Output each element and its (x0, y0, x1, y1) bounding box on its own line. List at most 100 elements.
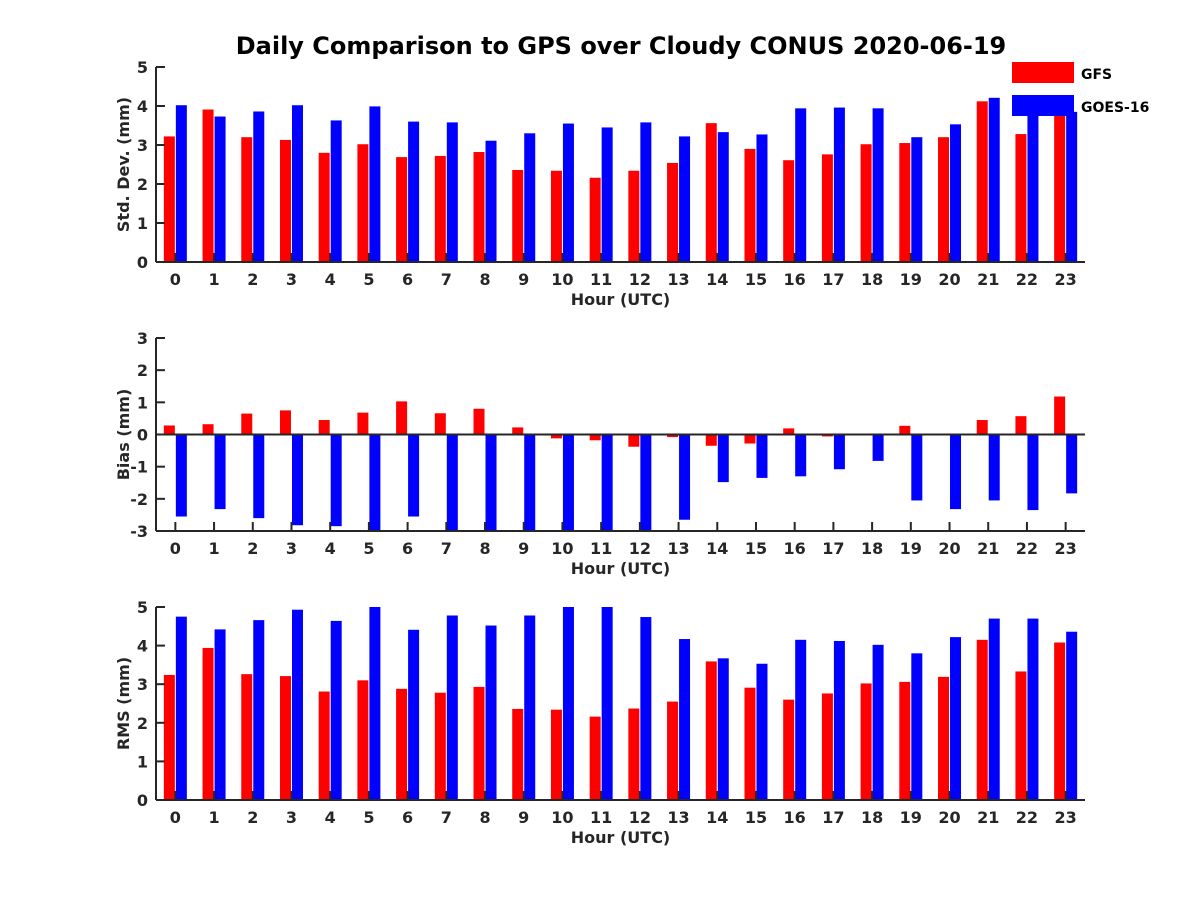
bias-xtick-label: 12 (629, 539, 651, 558)
stddev-bar-goes16-18 (872, 108, 884, 262)
stddev-bar-goes16-5 (369, 106, 381, 262)
bias-ylabel: Bias (mm) (114, 389, 133, 481)
bias-bar-gfs-3 (279, 410, 291, 435)
bias-bar-goes16-21 (988, 434, 1000, 501)
bias-bar-goes16-11 (601, 434, 613, 531)
stddev-bar-goes16-13 (679, 136, 691, 262)
rms-bar-gfs-17 (821, 693, 833, 800)
rms-bar-gfs-20 (938, 676, 950, 800)
stddev-bar-gfs-15 (744, 148, 756, 262)
rms-xtick-label: 7 (441, 808, 452, 827)
rms-bar-gfs-22 (1015, 671, 1027, 800)
rms-bar-goes16-18 (872, 644, 884, 800)
stddev-bar-goes16-23 (1066, 111, 1078, 262)
bias-bar-goes16-3 (291, 434, 303, 526)
stddev-bar-goes16-8 (485, 140, 497, 262)
rms-bar-gfs-3 (279, 676, 291, 800)
bias-xtick-label: 23 (1055, 539, 1077, 558)
stddev-bar-gfs-19 (899, 143, 911, 262)
bias-bar-goes16-5 (369, 434, 381, 531)
bias-bar-gfs-23 (1054, 396, 1066, 435)
stddev-bar-gfs-18 (860, 144, 872, 262)
rms-xtick-label: 13 (667, 808, 689, 827)
rms-bar-goes16-6 (408, 629, 420, 800)
legend-label-gfs: GFS (1081, 67, 1112, 83)
rms-bar-goes16-0 (175, 616, 187, 800)
rms-bar-goes16-7 (446, 615, 458, 800)
stddev-xtick-label: 12 (629, 270, 651, 289)
rms-bar-goes16-21 (988, 618, 1000, 800)
stddev-xtick-label: 15 (745, 270, 767, 289)
bias-ytick-label: -1 (130, 458, 148, 477)
bias-xtick-label: 7 (441, 539, 452, 558)
stddev-ytick-label: 2 (137, 175, 148, 194)
stddev-bar-gfs-3 (279, 139, 291, 262)
rms-bar-gfs-8 (473, 686, 485, 800)
rms-bar-goes16-15 (756, 663, 768, 800)
rms-xtick-label: 19 (900, 808, 922, 827)
bias-xtick-label: 15 (745, 539, 767, 558)
rms-ytick-label: 3 (137, 675, 148, 694)
rms-bar-goes16-8 (485, 625, 497, 800)
rms-bar-goes16-22 (1027, 618, 1039, 800)
stddev-bar-gfs-23 (1054, 109, 1066, 263)
stddev-xtick-label: 16 (784, 270, 806, 289)
bias-bar-goes16-23 (1066, 434, 1078, 494)
bias-bar-goes16-17 (833, 434, 845, 470)
bias-xtick-label: 20 (938, 539, 960, 558)
stddev-bar-gfs-16 (783, 160, 795, 262)
rms-xtick-label: 5 (363, 808, 374, 827)
bias-ytick-label: 1 (137, 393, 148, 412)
rms-xtick-label: 20 (938, 808, 960, 827)
bias-bar-goes16-0 (175, 434, 187, 517)
stddev-xtick-label: 2 (247, 270, 258, 289)
bias-bar-goes16-13 (679, 434, 691, 520)
rms-bar-goes16-17 (833, 640, 845, 800)
stddev-bar-goes16-20 (950, 124, 962, 262)
stddev-bar-goes16-0 (175, 105, 187, 262)
bias-xlabel: Hour (UTC) (571, 559, 671, 578)
stddev-ytick-label: 1 (137, 214, 148, 233)
stddev-ytick-label: 5 (137, 58, 148, 77)
bias-xtick-label: 21 (977, 539, 999, 558)
bias-xtick-label: 22 (1016, 539, 1038, 558)
rms-xtick-label: 3 (286, 808, 297, 827)
bias-ytick-label: 2 (137, 361, 148, 380)
bias-bar-gfs-19 (899, 425, 911, 435)
rms-bar-gfs-6 (396, 688, 408, 800)
rms-bar-gfs-19 (899, 681, 911, 800)
bias-xtick-label: 17 (822, 539, 844, 558)
rms-bar-goes16-19 (911, 653, 923, 800)
stddev-bar-gfs-10 (550, 170, 562, 262)
rms-bar-goes16-11 (601, 607, 613, 800)
bias-xtick-label: 8 (479, 539, 490, 558)
stddev-bar-goes16-21 (988, 97, 1000, 262)
bias-xtick-label: 18 (861, 539, 883, 558)
rms-xtick-label: 12 (629, 808, 651, 827)
stddev-bar-gfs-6 (396, 157, 408, 262)
chart-title: Daily Comparison to GPS over Cloudy CONU… (236, 32, 1007, 60)
stddev-bar-goes16-2 (253, 111, 265, 263)
stddev-bar-gfs-4 (318, 152, 330, 262)
bias-bar-goes16-14 (717, 434, 729, 483)
bias-ytick-label: -2 (130, 490, 148, 509)
stddev-bar-gfs-5 (357, 144, 369, 262)
bias-bar-gfs-14 (705, 434, 717, 446)
bias-bar-goes16-2 (253, 434, 265, 519)
stddev-bar-gfs-14 (705, 123, 717, 262)
stddev-bar-gfs-20 (938, 137, 950, 262)
rms-bar-gfs-12 (628, 708, 640, 800)
legend: GFS GOES-16 (1012, 62, 1149, 116)
stddev-bar-goes16-7 (446, 122, 458, 262)
bias-bar-gfs-0 (163, 425, 175, 435)
rms-ytick-label: 0 (137, 791, 148, 810)
rms-bar-goes16-3 (291, 609, 303, 800)
rms-bar-goes16-23 (1066, 631, 1078, 800)
bias-bar-goes16-20 (950, 434, 962, 510)
rms-xtick-label: 6 (402, 808, 413, 827)
rms-bar-gfs-14 (705, 661, 717, 800)
rms-bar-gfs-10 (550, 709, 562, 800)
stddev-bar-goes16-6 (408, 121, 420, 262)
